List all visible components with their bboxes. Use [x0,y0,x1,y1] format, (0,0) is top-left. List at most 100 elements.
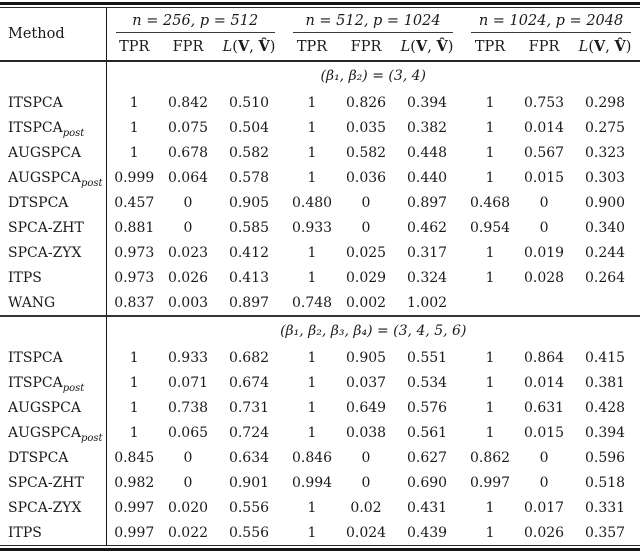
value-cell: 0 [539,194,549,211]
value-cell: 0.382 [406,119,448,136]
value-cell: 0.340 [584,219,626,236]
value-cell: 0.999 [114,169,155,186]
section-header-spacer [0,61,107,90]
table-row: DTSPCA 0.457 0 0.905 0.480 0 0.897 0.468 0 0.900 [0,190,640,215]
value-cell: 1 [485,169,495,186]
value-cell: 0.038 [345,424,387,441]
section-header-row: (β₁, β₂) = (3, 4) [0,61,640,90]
col-header-tpr: TPR [462,33,519,62]
value-cell: 1 [485,374,495,391]
value-cell: 0 [183,194,193,211]
value-cell: 0.028 [523,269,565,286]
value-cell: 0.862 [469,449,511,466]
method-name: SPCA-ZHT [0,215,107,240]
value-cell: 1 [485,499,495,516]
value-cell: 0.897 [228,294,270,311]
method-column-header: Method [0,8,107,62]
value-cell: 0.275 [584,119,626,136]
group-header-2-label: n = 512, p = 1024 [293,8,454,33]
value-cell: 0.468 [469,194,511,211]
value-cell: 0.025 [345,244,387,261]
value-cell: 0.649 [345,399,387,416]
value-cell: 0.065 [167,424,209,441]
value-cell: 0.933 [167,349,209,366]
table-row: AUGSPCA 1 0.678 0.582 1 0.582 0.448 1 0.567 0.323 [0,140,640,165]
value-cell: 0.480 [291,194,333,211]
value-cell: 1 [307,94,317,111]
value-cell: 0.036 [345,169,387,186]
section-title: (β₁, β₂) = (3, 4) [320,68,427,84]
group-header-1-label: n = 256, p = 512 [115,8,276,33]
value-cell: 1 [129,399,139,416]
value-cell: 0 [183,474,193,491]
results-table: Method n = 256, p = 512 n = 512, p = 102… [0,8,640,545]
value-cell: 0.439 [406,524,448,541]
method-name-text: ITSPCA [8,94,63,111]
value-cell: 0 [361,474,371,491]
col-header-fpr: FPR [162,33,214,62]
value-cell: 0.331 [584,499,626,516]
method-name-text: ITPS [8,524,42,541]
value-cell: 1 [129,144,139,161]
value-cell: 0 [183,449,193,466]
value-cell: 1 [485,524,495,541]
value-cell: 0.864 [523,349,565,366]
value-cell: 0.002 [345,294,387,311]
group-header-2: n = 512, p = 1024 [284,8,462,33]
value-cell: 0.264 [584,269,626,286]
value-cell: 0.582 [228,144,270,161]
value-cell: 0.381 [584,374,626,391]
value-cell: 0.323 [584,144,626,161]
value-cell: 1 [129,119,139,136]
value-cell: 0.682 [228,349,270,366]
value-cell: 0.973 [114,244,155,261]
value-cell: 0 [361,219,371,236]
table-row: SPCA-ZYX 0.997 0.020 0.556 1 0.02 0.431 1 0.017 0… [0,495,640,520]
table-row: AUGSPCA 1 0.738 0.731 1 0.649 0.576 1 0.631 0.428 [0,395,640,420]
value-cell: 0 [539,449,549,466]
value-cell: 0 [183,219,193,236]
method-name-text: WANG [8,294,56,311]
table-row: WANG 0.837 0.003 0.897 0.748 0.002 1.002 [0,290,640,316]
table-row: ITSPCApost 1 0.075 0.504 1 0.035 0.382 1 0.014 0.… [0,115,640,140]
value-cell: 0.510 [228,94,270,111]
table-row: SPCA-ZYX 0.973 0.023 0.412 1 0.025 0.317 1 0.019… [0,240,640,265]
value-cell: 0.724 [228,424,270,441]
method-name: ITPS [0,265,107,290]
method-name-text: SPCA-ZYX [8,244,82,261]
method-name-text: ITSPCA [8,374,63,391]
value-cell: 1 [485,424,495,441]
value-cell: 0.394 [406,94,448,111]
col-header-fpr: FPR [518,33,571,62]
value-cell: 0 [539,219,549,236]
top-rule [0,2,640,8]
value-cell: 0.678 [167,144,209,161]
value-cell: 0.075 [167,119,209,136]
value-cell: 1.002 [406,294,448,311]
value-cell: 0.556 [228,499,270,516]
value-cell: 0.582 [345,144,387,161]
method-name-text: SPCA-ZYX [8,499,82,516]
value-cell: 0.026 [167,269,209,286]
bottom-rule [0,545,640,551]
method-name-text: AUGSPCA [8,424,81,441]
value-cell: 0.994 [291,474,333,491]
method-name: AUGSPCA [0,395,107,420]
method-name: ITSPCA [0,345,107,370]
value-cell: 0.303 [584,169,626,186]
group-header-1: n = 256, p = 512 [106,8,284,33]
method-name-text: ITSPCA [8,119,63,136]
method-name: SPCA-ZYX [0,495,107,520]
value-cell: 1 [307,374,317,391]
sub-header-row: TPR FPR L(V, V̂) TPR FPR L(V, V̂) TPR FP… [0,33,640,62]
value-cell: 0.881 [114,219,155,236]
value-cell: 1 [485,119,495,136]
value-cell: 1 [129,424,139,441]
value-cell: 1 [485,269,495,286]
value-cell: 1 [307,144,317,161]
value-cell: 0.933 [291,219,333,236]
table-row: SPCA-ZHT 0.881 0 0.585 0.933 0 0.462 0.954 0 0.34… [0,215,640,240]
value-cell: 0.518 [584,474,626,491]
value-cell: 0.674 [228,374,270,391]
value-cell: 0.394 [584,424,626,441]
